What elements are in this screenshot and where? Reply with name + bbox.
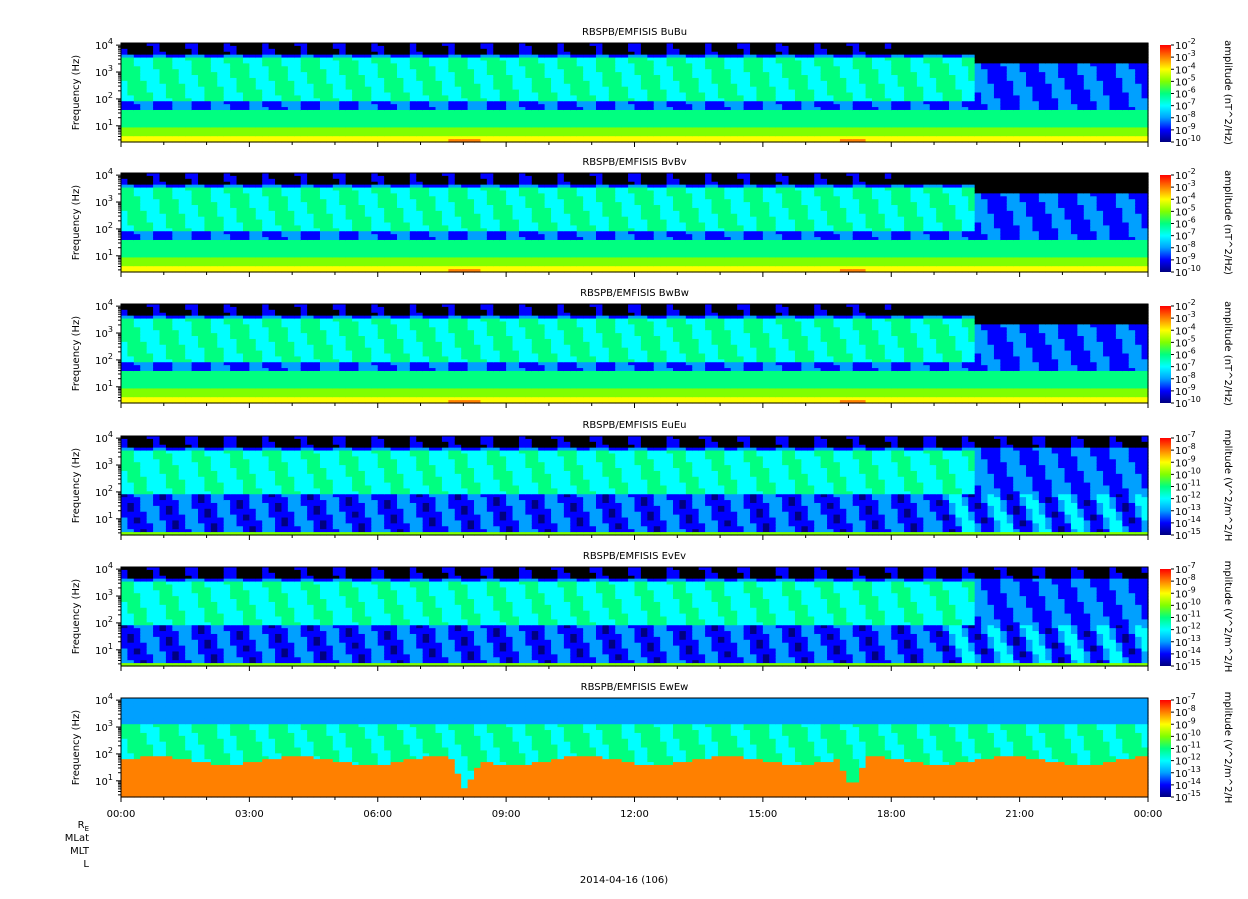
y-tick-label: 104 bbox=[95, 37, 113, 52]
panel-1: RBSPB/EMFISIS BuBu 101 102 103 104 Frequency … bbox=[71, 27, 1233, 149]
y-tick-label: 104 bbox=[95, 561, 113, 576]
y-tick-label: 104 bbox=[95, 167, 113, 182]
panel-4: RBSPB/EMFISIS EuEu 101 102 103 104 Frequency … bbox=[71, 420, 1233, 542]
y-axis-label: Frequency (Hz) bbox=[71, 448, 82, 524]
y-tick-label: 103 bbox=[95, 588, 113, 603]
x-axis-date-label: 2014-04-16 (106) bbox=[0, 875, 1248, 886]
panel-5: RBSPB/EMFISIS EvEv 101 102 103 104 Frequency … bbox=[71, 551, 1233, 673]
panel-title: RBSPB/EMFISIS BwBw bbox=[580, 288, 689, 299]
ephemeris-mlt-label: MLT bbox=[70, 846, 89, 858]
panel-title: RBSPB/EMFISIS BvBv bbox=[582, 157, 686, 168]
panel-title: RBSPB/EMFISIS EwEw bbox=[581, 682, 689, 693]
y-tick-label: 103 bbox=[95, 64, 113, 79]
spectrogram-image bbox=[121, 436, 1149, 536]
x-tick-label: 15:00 bbox=[748, 809, 777, 820]
ephemeris-mlat-label: MLat bbox=[65, 833, 89, 845]
spectrogram-image bbox=[121, 304, 1149, 404]
panel-3: RBSPB/EMFISIS BwBw 101 102 103 104 Frequency … bbox=[71, 288, 1233, 410]
x-tick-label: 12:00 bbox=[620, 809, 649, 820]
panel-title: RBSPB/EMFISIS BuBu bbox=[582, 27, 687, 38]
y-tick-label: 101 bbox=[95, 642, 113, 657]
y-axis-label: Frequency (Hz) bbox=[71, 316, 82, 392]
colorbar bbox=[1160, 569, 1171, 666]
y-tick-label: 102 bbox=[95, 615, 113, 630]
x-tick-label: 00:00 bbox=[1134, 809, 1163, 820]
y-axis-label: Frequency (Hz) bbox=[71, 710, 82, 786]
colorbar bbox=[1160, 700, 1171, 797]
x-tick-label: 06:00 bbox=[363, 809, 392, 820]
colorbar-label: mplitude (V^2/m^2/H bbox=[1222, 692, 1233, 804]
y-tick-label: 103 bbox=[95, 457, 113, 472]
colorbar-label: amplitude (nT^2/Hz) bbox=[1222, 301, 1233, 406]
y-tick-label: 102 bbox=[95, 484, 113, 499]
ephemeris-l-label: L bbox=[83, 859, 89, 871]
y-tick-label: 102 bbox=[95, 221, 113, 236]
y-tick-label: 104 bbox=[95, 298, 113, 313]
y-axis-label: Frequency (Hz) bbox=[71, 55, 82, 131]
panel-title: RBSPB/EMFISIS EvEv bbox=[583, 551, 686, 562]
x-tick-label: 18:00 bbox=[877, 809, 906, 820]
panel-title: RBSPB/EMFISIS EuEu bbox=[582, 420, 686, 431]
y-tick-label: 103 bbox=[95, 325, 113, 340]
panel-2: RBSPB/EMFISIS BvBv 101 102 103 104 Frequency … bbox=[71, 157, 1233, 279]
y-tick-label: 101 bbox=[95, 773, 113, 788]
spectrogram-image bbox=[121, 43, 1149, 143]
y-axis-label: Frequency (Hz) bbox=[71, 185, 82, 261]
colorbar-label: mplitude (V^2/m^2/H bbox=[1222, 430, 1233, 542]
colorbar bbox=[1160, 45, 1171, 142]
colorbar bbox=[1160, 306, 1171, 403]
y-tick-label: 104 bbox=[95, 430, 113, 445]
y-tick-label: 104 bbox=[95, 692, 113, 707]
x-tick-label: 00:00 bbox=[107, 809, 136, 820]
x-tick-label: 09:00 bbox=[492, 809, 521, 820]
y-tick-label: 102 bbox=[95, 91, 113, 106]
y-tick-label: 102 bbox=[95, 352, 113, 367]
colorbar-label: amplitude (nT^2/Hz) bbox=[1222, 40, 1233, 145]
x-tick-label: 03:00 bbox=[235, 809, 264, 820]
spectrogram-image bbox=[121, 173, 1149, 273]
colorbar-label: amplitude (nT^2/Hz) bbox=[1222, 170, 1233, 275]
x-tick-label: 21:00 bbox=[1005, 809, 1034, 820]
y-tick-label: 102 bbox=[95, 746, 113, 761]
spectrogram-image bbox=[121, 567, 1149, 667]
spectrogram-image bbox=[121, 698, 1149, 798]
y-axis-label: Frequency (Hz) bbox=[71, 579, 82, 655]
y-tick-label: 101 bbox=[95, 511, 113, 526]
colorbar bbox=[1160, 175, 1171, 272]
colorbar-label: mplitude (V^2/m^2/H bbox=[1222, 561, 1233, 673]
y-tick-label: 101 bbox=[95, 379, 113, 394]
y-tick-label: 101 bbox=[95, 248, 113, 263]
panel-6: RBSPB/EMFISIS EwEw 101 102 103 104 Frequency … bbox=[71, 682, 1233, 804]
y-tick-label: 101 bbox=[95, 118, 113, 133]
y-tick-label: 103 bbox=[95, 719, 113, 734]
colorbar bbox=[1160, 438, 1171, 535]
y-tick-label: 103 bbox=[95, 194, 113, 209]
